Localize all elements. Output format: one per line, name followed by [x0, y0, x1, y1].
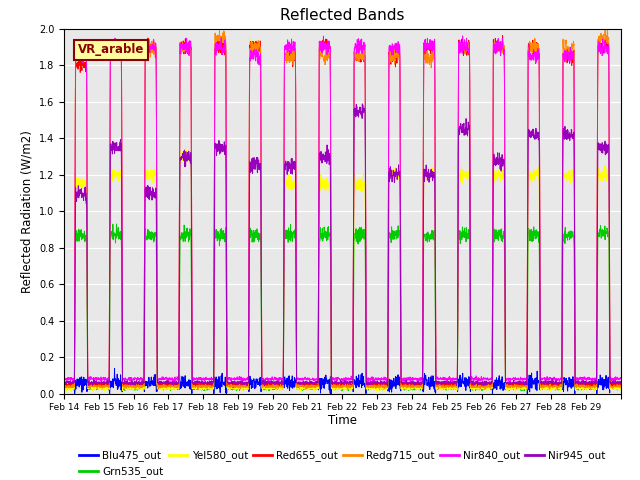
Nir840_out — [116, 42, 124, 48]
Nir945_out — [383, 383, 391, 389]
Nir945_out — [116, 145, 124, 151]
Grn535_out — [113, 221, 120, 227]
Line: Nir840_out: Nir840_out — [64, 36, 621, 382]
Nir945_out — [511, 380, 518, 385]
Blu475_out — [376, 381, 384, 386]
Grn535_out — [60, 384, 68, 389]
Title: Reflected Bands: Reflected Bands — [280, 9, 404, 24]
Red655_out — [376, 383, 384, 389]
Nir945_out — [609, 380, 617, 385]
Redg715_out — [236, 384, 244, 389]
Nir840_out — [609, 375, 617, 381]
Redg715_out — [194, 387, 202, 393]
Red655_out — [542, 382, 550, 388]
Redg715_out — [604, 23, 611, 29]
Yel580_out — [60, 384, 68, 390]
Grn535_out — [510, 385, 518, 391]
Nir945_out — [358, 101, 366, 107]
Nir945_out — [617, 379, 625, 384]
Nir945_out — [236, 380, 244, 385]
Red655_out — [511, 383, 518, 389]
Yel580_out — [220, 35, 228, 40]
Red655_out — [617, 381, 625, 386]
Nir840_out — [617, 375, 625, 381]
Yel580_out — [617, 384, 625, 390]
Redg715_out — [116, 47, 124, 53]
Line: Redg715_out: Redg715_out — [64, 26, 621, 390]
Grn535_out — [617, 385, 625, 391]
Blu475_out — [71, 391, 79, 396]
Blu475_out — [511, 383, 518, 389]
Line: Yel580_out: Yel580_out — [64, 37, 621, 391]
Line: Red655_out: Red655_out — [64, 36, 621, 388]
Yel580_out — [511, 385, 518, 391]
Redg715_out — [609, 384, 617, 390]
Grn535_out — [518, 388, 525, 394]
Red655_out — [116, 44, 124, 50]
Line: Blu475_out: Blu475_out — [64, 369, 621, 394]
Line: Nir945_out: Nir945_out — [64, 104, 621, 386]
Blu475_out — [236, 382, 244, 388]
Blu475_out — [111, 366, 118, 372]
Nir840_out — [459, 33, 467, 39]
Yel580_out — [376, 384, 384, 390]
Red655_out — [60, 382, 68, 388]
Legend: Blu475_out, Grn535_out, Yel580_out, Red655_out, Redg715_out, Nir840_out, Nir945_: Blu475_out, Grn535_out, Yel580_out, Red6… — [75, 446, 610, 480]
Nir945_out — [376, 381, 384, 386]
Nir840_out — [60, 375, 68, 381]
Nir945_out — [542, 381, 550, 387]
Blu475_out — [116, 380, 124, 385]
Yel580_out — [542, 385, 550, 391]
Grn535_out — [116, 233, 124, 239]
Grn535_out — [609, 386, 617, 392]
Nir840_out — [510, 376, 518, 382]
Yel580_out — [102, 388, 109, 394]
X-axis label: Time: Time — [328, 414, 357, 427]
Redg715_out — [542, 383, 550, 389]
Blu475_out — [609, 382, 617, 388]
Grn535_out — [236, 385, 244, 391]
Blu475_out — [542, 381, 550, 387]
Nir840_out — [542, 378, 550, 384]
Nir840_out — [376, 376, 383, 382]
Grn535_out — [376, 385, 384, 391]
Nir840_out — [236, 377, 244, 383]
Red655_out — [499, 33, 506, 38]
Nir945_out — [60, 378, 68, 384]
Yel580_out — [609, 385, 617, 391]
Blu475_out — [617, 382, 625, 387]
Redg715_out — [376, 384, 384, 389]
Redg715_out — [510, 384, 518, 390]
Redg715_out — [617, 384, 625, 389]
Text: VR_arable: VR_arable — [78, 43, 144, 56]
Grn535_out — [542, 385, 550, 391]
Red655_out — [236, 383, 244, 389]
Red655_out — [609, 382, 617, 387]
Line: Grn535_out: Grn535_out — [64, 224, 621, 391]
Nir840_out — [548, 379, 556, 384]
Blu475_out — [60, 381, 68, 387]
Redg715_out — [60, 383, 68, 388]
Red655_out — [372, 385, 380, 391]
Yel580_out — [236, 386, 244, 392]
Y-axis label: Reflected Radiation (W/m2): Reflected Radiation (W/m2) — [20, 130, 33, 293]
Yel580_out — [116, 174, 124, 180]
